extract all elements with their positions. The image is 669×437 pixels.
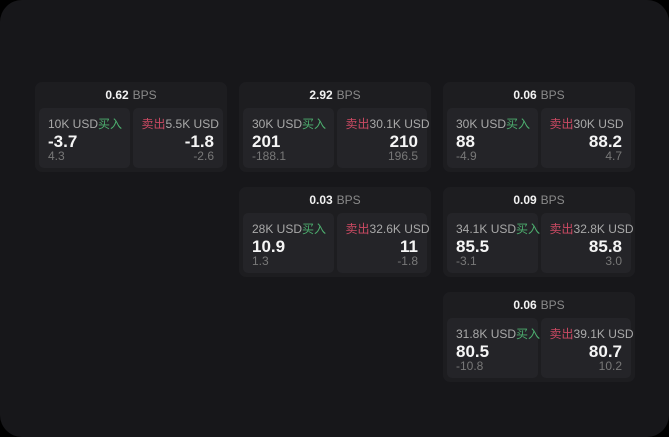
buy-panel[interactable]: 30K USD 买入 88 -4.9 [447, 108, 538, 168]
bps-header: 0.62 BPS [35, 82, 227, 106]
buy-panel[interactable]: 28K USD 买入 10.9 1.3 [243, 213, 334, 273]
sell-label: 卖出 [141, 117, 166, 131]
buy-delta: -4.9 [456, 149, 477, 163]
sell-delta: 10.2 [598, 359, 622, 373]
sell-label: 卖出 [549, 117, 574, 131]
buy-delta: 1.3 [252, 254, 269, 268]
quote-body: 30K USD 买入 201 -188.1 卖出 30.1K USD 210 1… [239, 106, 431, 172]
sell-panel[interactable]: 卖出 30.1K USD 210 196.5 [336, 108, 430, 168]
quote-card: 0.09 BPS 34.1K USD 买入 85.5 -3.1 卖出 32.8K… [443, 187, 635, 277]
sell-price: 85.8 [588, 236, 622, 256]
bps-unit-label: BPS [540, 298, 565, 312]
buy-label: 买入 [506, 117, 531, 131]
bps-header: 0.03 BPS [239, 187, 431, 211]
sell-size: 30.1K USD [369, 116, 430, 131]
bps-value: 2.92 [309, 88, 333, 102]
sell-size: 30K USD [573, 116, 624, 131]
quote-body: 28K USD 买入 10.9 1.3 卖出 32.6K USD 11 -1.8 [239, 211, 431, 277]
sell-price: 80.7 [588, 341, 622, 361]
bps-unit-label: BPS [132, 88, 157, 102]
buy-size: 28K USD [252, 221, 303, 236]
buy-delta: -3.1 [456, 254, 477, 268]
quote-card-grid: 0.62 BPS 10K USD 买入 -3.7 4.3 卖出 5.5K USD [35, 82, 635, 382]
sell-panel[interactable]: 卖出 39.1K USD 80.7 10.2 [540, 318, 634, 378]
buy-price: -3.7 [48, 131, 78, 151]
quote-card: 0.62 BPS 10K USD 买入 -3.7 4.3 卖出 5.5K USD [35, 82, 227, 172]
sell-label: 卖出 [345, 222, 370, 236]
buy-size: 10K USD [48, 116, 99, 131]
buy-label: 买入 [302, 222, 327, 236]
buy-delta: 4.3 [48, 149, 65, 163]
sell-price: -1.8 [184, 131, 214, 151]
sell-size: 32.6K USD [369, 221, 430, 236]
buy-price: 10.9 [252, 236, 286, 256]
quote-card: 2.92 BPS 30K USD 买入 201 -188.1 卖出 30.1K … [239, 82, 431, 172]
quote-card: 0.06 BPS 30K USD 买入 88 -4.9 卖出 30K USD [443, 82, 635, 172]
sell-size: 32.8K USD [573, 221, 634, 236]
buy-delta: -10.8 [456, 359, 484, 373]
bps-value: 0.06 [513, 88, 537, 102]
sell-delta: -2.6 [193, 149, 214, 163]
sell-price: 88.2 [588, 131, 622, 151]
sell-delta: 3.0 [605, 254, 622, 268]
sell-delta: 4.7 [605, 149, 622, 163]
buy-size: 30K USD [252, 116, 303, 131]
bps-header: 0.06 BPS [443, 292, 635, 316]
quote-card: 0.03 BPS 28K USD 买入 10.9 1.3 卖出 32.6K US… [239, 187, 431, 277]
bps-header: 0.06 BPS [443, 82, 635, 106]
sell-panel[interactable]: 卖出 5.5K USD -1.8 -2.6 [132, 108, 223, 168]
sell-panel[interactable]: 卖出 30K USD 88.2 4.7 [540, 108, 631, 168]
quote-body: 31.8K USD 买入 80.5 -10.8 卖出 39.1K USD 80.… [443, 316, 635, 382]
bps-value: 0.06 [513, 298, 537, 312]
quote-body: 10K USD 买入 -3.7 4.3 卖出 5.5K USD -1.8 -2.… [35, 106, 227, 172]
buy-panel[interactable]: 10K USD 买入 -3.7 4.3 [39, 108, 130, 168]
quote-card: 0.06 BPS 31.8K USD 买入 80.5 -10.8 卖出 39.1… [443, 292, 635, 382]
sell-size: 39.1K USD [573, 326, 634, 341]
buy-price: 88 [456, 131, 475, 151]
buy-size: 31.8K USD [456, 326, 517, 341]
buy-panel[interactable]: 31.8K USD 买入 80.5 -10.8 [447, 318, 541, 378]
quote-body: 30K USD 买入 88 -4.9 卖出 30K USD 88.2 4.7 [443, 106, 635, 172]
bps-value: 0.09 [513, 193, 537, 207]
buy-label: 买入 [516, 327, 541, 341]
sell-price: 210 [389, 131, 418, 151]
bps-unit-label: BPS [540, 193, 565, 207]
sell-delta: 196.5 [387, 149, 418, 163]
sell-label: 卖出 [549, 327, 574, 341]
sell-label: 卖出 [549, 222, 574, 236]
buy-label: 买入 [98, 117, 123, 131]
buy-price: 201 [252, 131, 281, 151]
bps-value: 0.62 [105, 88, 129, 102]
bps-unit-label: BPS [540, 88, 565, 102]
buy-size: 30K USD [456, 116, 507, 131]
sell-label: 卖出 [345, 117, 370, 131]
buy-label: 买入 [516, 222, 541, 236]
sell-price: 11 [400, 236, 418, 256]
buy-price: 80.5 [456, 341, 490, 361]
buy-price: 85.5 [456, 236, 490, 256]
bps-header: 0.09 BPS [443, 187, 635, 211]
sell-panel[interactable]: 卖出 32.8K USD 85.8 3.0 [540, 213, 634, 273]
sell-size: 5.5K USD [165, 116, 219, 131]
buy-panel[interactable]: 30K USD 买入 201 -188.1 [243, 108, 334, 168]
buy-label: 买入 [302, 117, 327, 131]
buy-delta: -188.1 [252, 149, 287, 163]
sell-panel[interactable]: 卖出 32.6K USD 11 -1.8 [336, 213, 430, 273]
buy-panel[interactable]: 34.1K USD 买入 85.5 -3.1 [447, 213, 541, 273]
bps-header: 2.92 BPS [239, 82, 431, 106]
bps-unit-label: BPS [336, 88, 361, 102]
bps-unit-label: BPS [336, 193, 361, 207]
buy-size: 34.1K USD [456, 221, 517, 236]
bps-value: 0.03 [309, 193, 333, 207]
sell-delta: -1.8 [397, 254, 418, 268]
quote-body: 34.1K USD 买入 85.5 -3.1 卖出 32.8K USD 85.8… [443, 211, 635, 277]
